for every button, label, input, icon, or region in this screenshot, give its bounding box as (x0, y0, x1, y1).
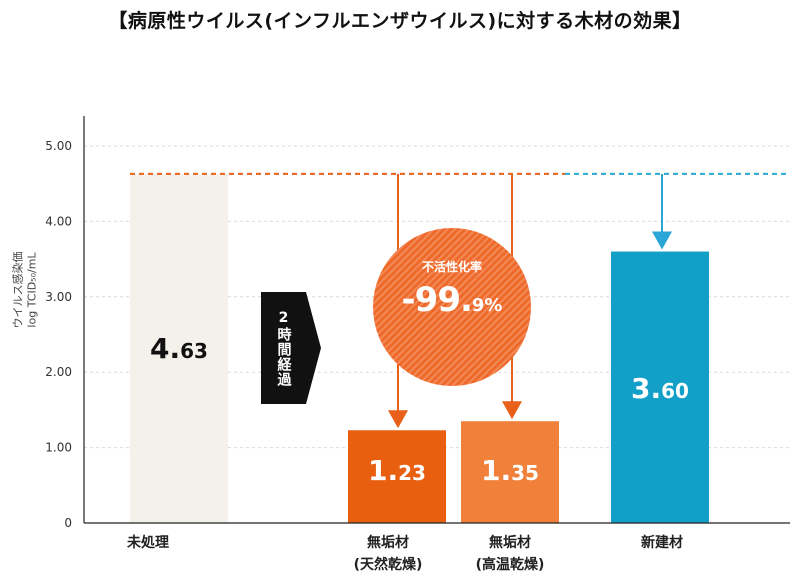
bar-value-main: 1. (368, 454, 398, 487)
hatch-line (426, 228, 531, 386)
hatch-line (384, 228, 531, 386)
bar-value-label: 3.60 (631, 372, 689, 405)
hatch-line (373, 228, 468, 386)
hatch-line (373, 228, 440, 386)
x-category-label: 無垢材 (高温乾燥) (450, 532, 570, 576)
hatch-line (405, 228, 531, 386)
hatch-line (373, 228, 482, 386)
labels: 4.631.23 1.353.60 (150, 332, 689, 487)
hatch-line (373, 228, 517, 386)
hatch-line (373, 228, 475, 386)
bars (130, 173, 709, 523)
y-axis-label-line2: log TCID₅₀/mL (25, 252, 39, 328)
hatch-line (419, 228, 531, 386)
bar (461, 421, 559, 523)
hatch-line (373, 228, 447, 386)
y-tick-label: 2.00 (45, 365, 72, 379)
axes: 0 1.00 2.00 3.00 4.00 5.00 (45, 116, 790, 530)
hatch-line (398, 228, 531, 386)
bar-value-frac: 23 (398, 461, 426, 485)
inactivation-value: -99.9% (373, 280, 531, 320)
bar (611, 251, 709, 523)
hatch-line (373, 228, 496, 386)
hatch-line (454, 228, 531, 386)
y-tick-label: 4.00 (45, 214, 72, 228)
x-category-label: 新建材 (602, 532, 722, 554)
x-category-line1: 無垢材 (489, 535, 531, 551)
time-elapsed-badge: 2時間経過 (261, 292, 321, 404)
hatch-line (391, 228, 531, 386)
hatch-line (373, 228, 461, 386)
y-tick-label: 3.00 (45, 290, 72, 304)
inactivation-value-small: 9% (471, 295, 503, 316)
x-category-line1: 未処理 (127, 535, 169, 551)
time-elapsed-text: 2時間経過 (275, 309, 292, 387)
bar-value-main: 4. (150, 332, 180, 365)
bar-value-frac: 63 (180, 339, 208, 363)
hatch-line (461, 228, 531, 386)
hatch-line (373, 228, 503, 386)
y-tick-label: 1.00 (45, 441, 72, 455)
inactivation-disc (373, 228, 531, 386)
bar-value-main: 1. (481, 454, 511, 487)
hatch-line (412, 228, 531, 386)
y-axis-label: ウイルス感染価 log TCID₅₀/mL (4, 140, 44, 440)
bar-value-main: 3. (631, 372, 661, 405)
x-category-line1: 無垢材 (367, 535, 409, 551)
hatch-line (373, 228, 489, 386)
time-badge-shape (261, 292, 321, 404)
chart-title: 【病原性ウイルス(インフルエンザウイルス)に対する木材の効果】 (108, 10, 692, 32)
bar-value-frac: 60 (661, 379, 689, 403)
arrow-new-material-head (652, 231, 672, 250)
hatch-line (373, 228, 524, 386)
hatch-line (440, 228, 531, 386)
x-category-label: 無垢材 (天然乾燥) (328, 532, 448, 576)
bar-value-label: 1.35 (481, 454, 539, 487)
bar (348, 430, 446, 523)
hatch-line (373, 228, 454, 386)
time-badge-chevron (261, 292, 321, 404)
inactivation-label: 不活性化率 (421, 260, 482, 274)
hatch-line (468, 228, 531, 386)
y-tick-label: 0 (64, 516, 72, 530)
x-category-line1: 新建材 (641, 535, 683, 551)
hatch-line (373, 228, 510, 386)
bar-value-label: 4.63 (150, 332, 208, 365)
bar-value-label: 1.23 (368, 454, 426, 487)
arrow-high-temp-dry-head (502, 401, 522, 420)
y-tick-label: 5.00 (45, 139, 72, 153)
x-category-line2: (天然乾燥) (353, 557, 423, 573)
hatch-line (373, 228, 433, 386)
bar-value-frac: 35 (511, 461, 539, 485)
bar (130, 173, 228, 523)
x-category-label: 未処理 (88, 532, 208, 554)
arrow-natural-dry-head (388, 410, 408, 429)
hatch-line (447, 228, 531, 386)
y-axis-label-line1: ウイルス感染価 (11, 251, 25, 329)
inactivation-value-main: -99. (401, 280, 473, 320)
hatch-line (433, 228, 531, 386)
x-category-line2: (高温乾燥) (475, 557, 545, 573)
